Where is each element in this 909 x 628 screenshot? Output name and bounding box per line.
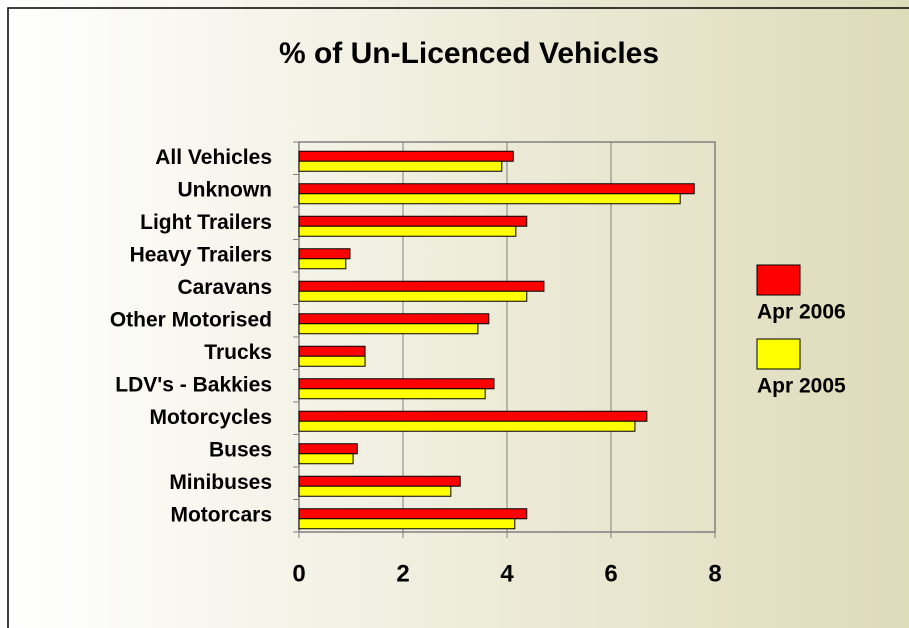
bar: [298, 193, 681, 205]
y-tick-label: Unknown: [178, 178, 273, 201]
bar: [298, 160, 503, 172]
y-tick-label: Motorcycles: [149, 406, 272, 429]
bar: [298, 388, 486, 400]
bar: [298, 225, 517, 237]
y-tick-label: Other Motorised: [110, 308, 272, 331]
bar: [298, 313, 490, 325]
legend-label: Apr 2006: [757, 301, 846, 324]
x-tick-label: 8: [708, 560, 721, 587]
bar: [298, 410, 648, 422]
bar: [298, 345, 366, 357]
y-tick-label: LDV's - Bakkies: [115, 373, 272, 396]
x-tick-label: 0: [292, 560, 305, 587]
y-tick-label: Minibuses: [169, 471, 272, 494]
y-tick-label: Buses: [209, 438, 272, 461]
y-tick-label: Motorcars: [170, 503, 272, 526]
y-tick-label: All Vehicles: [155, 146, 272, 169]
bar: [298, 443, 358, 455]
bar: [298, 485, 452, 497]
y-tick-label: Caravans: [177, 276, 272, 299]
bar: [298, 355, 366, 367]
bar: [298, 420, 636, 432]
y-tick-label: Trucks: [204, 341, 272, 364]
legend-label: Apr 2005: [757, 375, 846, 398]
bar: [298, 248, 351, 260]
bar: [298, 183, 695, 195]
bar: [298, 215, 528, 227]
x-tick-label: 4: [500, 560, 514, 587]
y-tick-label: Heavy Trailers: [130, 243, 272, 266]
bar: [298, 518, 516, 530]
x-tick-label: 6: [604, 560, 617, 587]
legend-swatch: [756, 338, 801, 370]
x-tick-label: 2: [396, 560, 409, 587]
bar: [298, 258, 347, 270]
bar: [298, 378, 495, 390]
frame: [7, 7, 909, 628]
bar: [298, 150, 514, 162]
y-tick-label: Light Trailers: [140, 211, 272, 234]
bar: [298, 323, 479, 335]
bar: [298, 453, 354, 465]
chart-title: % of Un-Licenced Vehicles: [279, 37, 659, 70]
bar: [298, 508, 528, 520]
bar: [298, 475, 461, 487]
legend-swatch: [756, 264, 801, 296]
bar: [298, 280, 545, 292]
bar: [298, 290, 528, 302]
